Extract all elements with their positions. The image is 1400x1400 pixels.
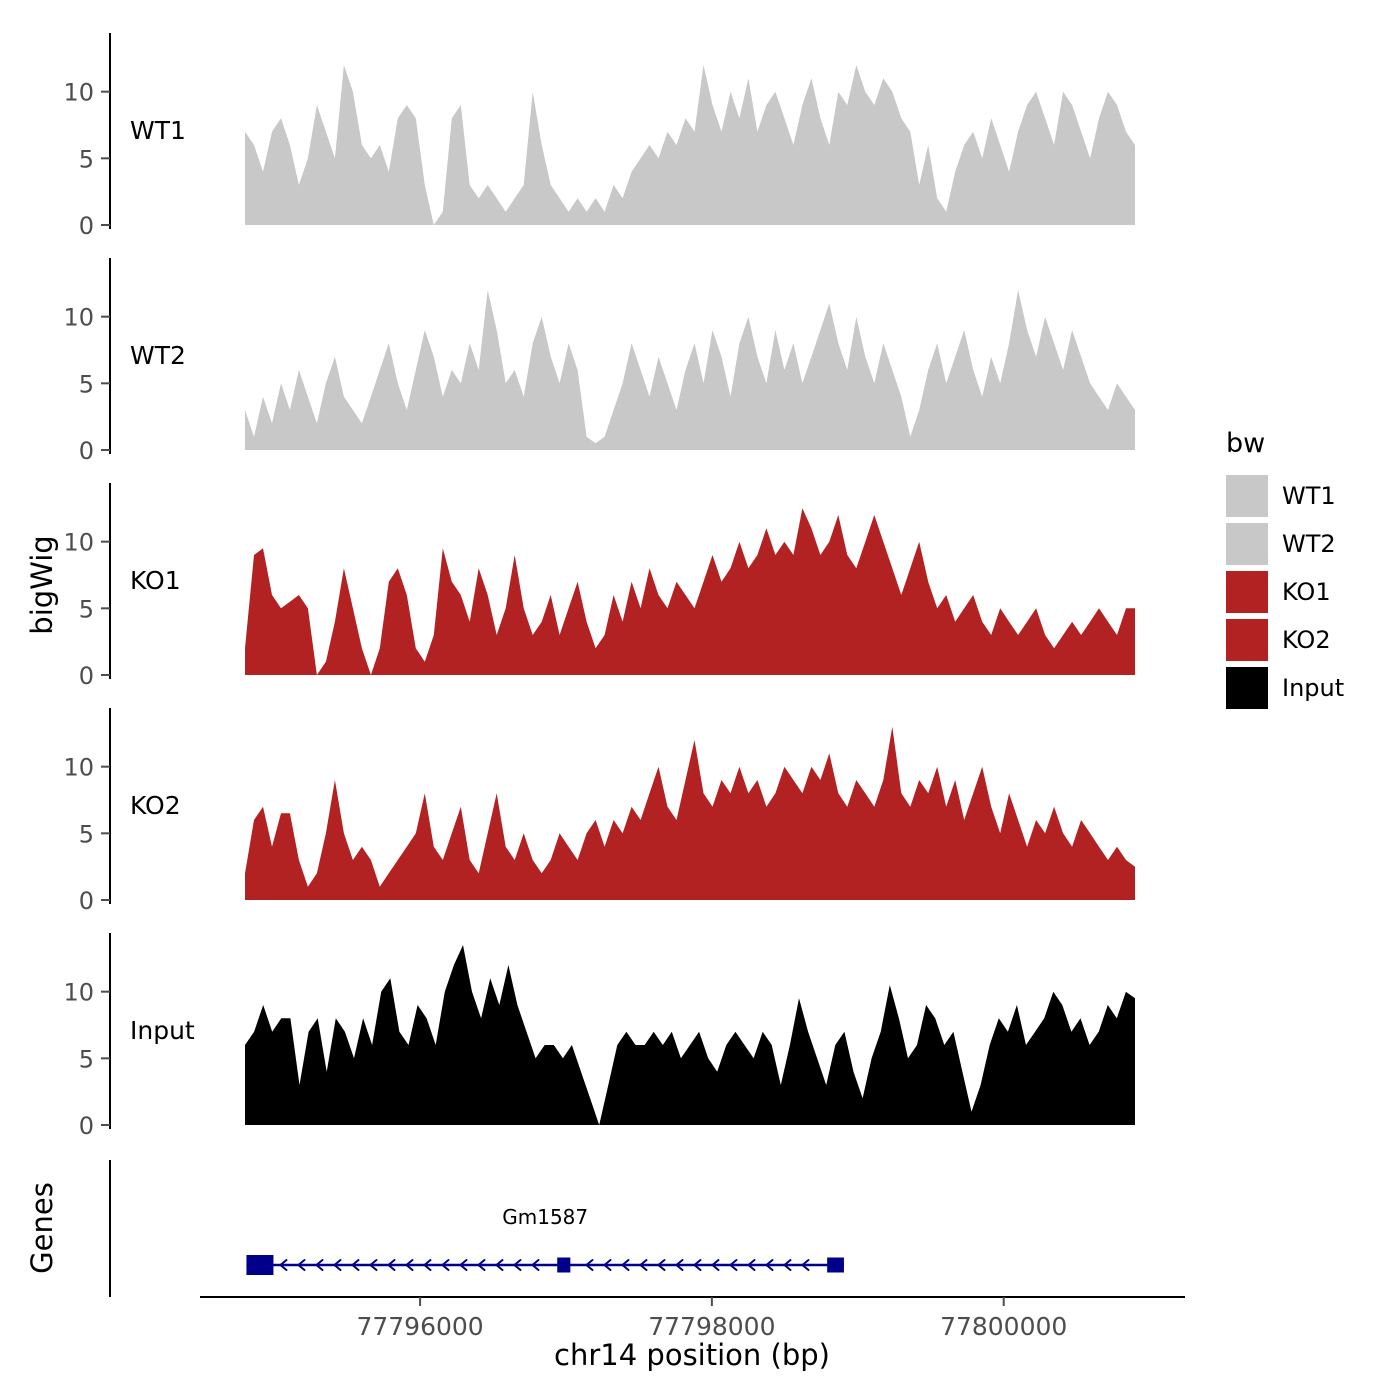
legend-label-Input: Input: [1282, 674, 1345, 702]
gene-exon: [246, 1255, 274, 1275]
x-axis-title: chr14 position (bp): [554, 1338, 830, 1372]
y-tick-label: 0: [79, 437, 94, 465]
y-tick-label: 10: [63, 79, 94, 107]
gene-strand-arrow: [440, 1259, 450, 1271]
x-tick-label: 77800000: [940, 1312, 1067, 1341]
gene-label: Gm1587: [502, 1205, 588, 1229]
gene-strand-arrow: [278, 1259, 288, 1271]
gene-strand-arrow: [386, 1259, 396, 1271]
x-tick-label: 77796000: [356, 1312, 483, 1341]
y-tick-label: 0: [79, 1112, 94, 1140]
gene-strand-arrow: [602, 1259, 612, 1271]
gene-strand-arrow: [692, 1259, 702, 1271]
legend-swatch-KO1: [1226, 571, 1268, 613]
track-label-WT2: WT2: [130, 341, 186, 370]
legend-swatch-Input: [1226, 667, 1268, 709]
track-label-Input: Input: [130, 1016, 195, 1045]
gene-strand-arrow: [746, 1259, 756, 1271]
gene-strand-arrow: [350, 1259, 360, 1271]
track-label-WT1: WT1: [130, 116, 186, 145]
gene-exon: [827, 1257, 844, 1273]
gene-strand-arrow: [764, 1259, 774, 1271]
y-tick-label: 5: [79, 595, 94, 623]
y-tick-label: 0: [79, 662, 94, 690]
gene-strand-arrow: [656, 1259, 666, 1271]
y-tick-label: 10: [63, 979, 94, 1007]
y-tick-label: 5: [79, 820, 94, 848]
legend-item-Input: Input: [1226, 667, 1344, 709]
legend: bw WT1 WT2 KO1 KO2 Input: [1226, 428, 1344, 715]
gene-strand-arrow: [494, 1259, 504, 1271]
track-area-KO2: [245, 726, 1135, 900]
gene-strand-arrow: [458, 1259, 468, 1271]
y-tick-label: 5: [79, 145, 94, 173]
gene-strand-arrow: [638, 1259, 648, 1271]
y-axis-title-bigwig: bigWig: [25, 535, 59, 635]
legend-item-KO1: KO1: [1226, 571, 1344, 613]
gene-exon: [557, 1257, 571, 1273]
legend-label-KO1: KO1: [1282, 578, 1331, 606]
gene-strand-arrow: [332, 1259, 342, 1271]
track-area-KO1: [245, 508, 1135, 675]
legend-item-WT1: WT1: [1226, 475, 1344, 517]
gene-strand-arrow: [404, 1259, 414, 1271]
gene-strand-arrow: [530, 1259, 540, 1271]
legend-swatch-WT1: [1226, 475, 1268, 517]
gene-strand-arrow: [620, 1259, 630, 1271]
legend-title: bw: [1226, 428, 1266, 459]
track-label-KO2: KO2: [130, 791, 181, 820]
gene-strand-arrow: [422, 1259, 432, 1271]
legend-item-KO2: KO2: [1226, 619, 1344, 661]
gene-strand-arrow: [728, 1259, 738, 1271]
legend-swatch-KO2: [1226, 619, 1268, 661]
track-label-KO1: KO1: [130, 566, 181, 595]
gene-strand-arrow: [314, 1259, 324, 1271]
legend-item-WT2: WT2: [1226, 523, 1344, 565]
legend-swatch-WT2: [1226, 523, 1268, 565]
legend-label-KO2: KO2: [1282, 626, 1331, 654]
track-area-Input: [245, 945, 1135, 1125]
legend-label-WT1: WT1: [1282, 482, 1336, 510]
legend-label-WT2: WT2: [1282, 530, 1336, 558]
y-tick-label: 10: [63, 529, 94, 557]
y-tick-label: 10: [63, 754, 94, 782]
gene-strand-arrow: [296, 1259, 306, 1271]
y-tick-label: 10: [63, 304, 94, 332]
gene-strand-arrow: [800, 1259, 810, 1271]
gene-strand-arrow: [782, 1259, 792, 1271]
legend-items: WT1 WT2 KO1 KO2 Input: [1226, 475, 1344, 709]
y-tick-label: 0: [79, 212, 94, 240]
gene-strand-arrow: [674, 1259, 684, 1271]
x-tick-label: 77798000: [648, 1312, 775, 1341]
gene-strand-arrow: [512, 1259, 522, 1271]
track-area-WT2: [245, 290, 1135, 450]
y-axis-title-genes: Genes: [25, 1182, 59, 1274]
gene-strand-arrow: [368, 1259, 378, 1271]
track-area-WT1: [245, 65, 1135, 225]
gene-strand-arrow: [584, 1259, 594, 1271]
y-tick-label: 0: [79, 887, 94, 915]
y-tick-label: 5: [79, 370, 94, 398]
gene-strand-arrow: [710, 1259, 720, 1271]
gene-strand-arrow: [476, 1259, 486, 1271]
y-tick-label: 5: [79, 1045, 94, 1073]
